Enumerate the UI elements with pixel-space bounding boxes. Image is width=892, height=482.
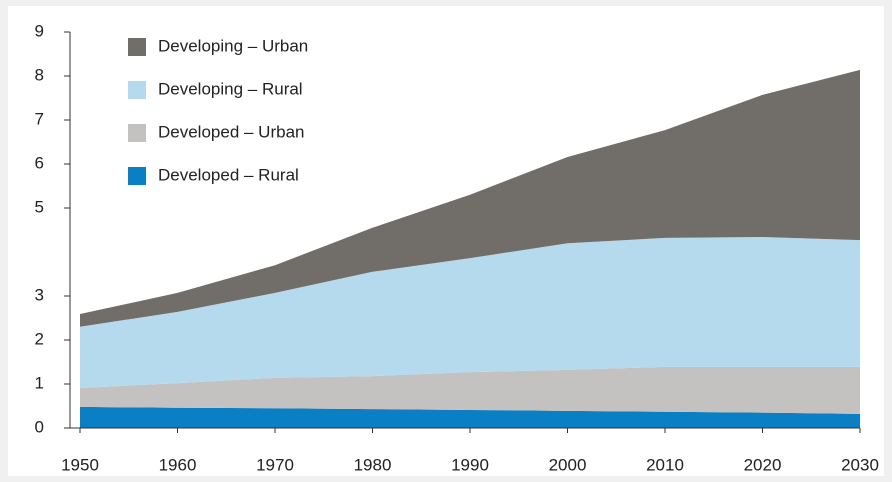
legend-swatch — [128, 81, 146, 99]
x-tick-label: 1980 — [354, 455, 392, 474]
legend-label: Developed – Urban — [158, 122, 304, 141]
x-tick-label: 2020 — [744, 455, 782, 474]
y-tick-label: 1 — [35, 373, 44, 392]
legend-label: Developed – Rural — [158, 165, 299, 184]
x-tick-label: 1950 — [61, 455, 99, 474]
x-tick-label: 2010 — [646, 455, 684, 474]
y-tick-label: 8 — [35, 65, 44, 84]
area — [80, 69, 860, 327]
y-tick-label: 9 — [35, 21, 44, 40]
x-tick-label: 1960 — [159, 455, 197, 474]
area — [80, 406, 860, 428]
legend-swatch — [128, 124, 146, 142]
x-tick-label: 1990 — [451, 455, 489, 474]
legend-label: Developing – Urban — [158, 36, 308, 55]
y-tick-label: 5 — [35, 197, 44, 216]
y-tick-label: 7 — [35, 109, 44, 128]
y-tick-label: 0 — [35, 417, 44, 436]
area — [80, 237, 860, 388]
y-tick-label: 6 — [35, 153, 44, 172]
y-tick-label: 2 — [35, 329, 44, 348]
x-tick-label: 1970 — [256, 455, 294, 474]
x-tick-label: 2030 — [841, 455, 879, 474]
legend-swatch — [128, 167, 146, 185]
y-tick-label: 3 — [35, 285, 44, 304]
x-tick-label: 2000 — [549, 455, 587, 474]
area — [80, 366, 860, 414]
legend-label: Developing – Rural — [158, 79, 303, 98]
legend-swatch — [128, 38, 146, 56]
